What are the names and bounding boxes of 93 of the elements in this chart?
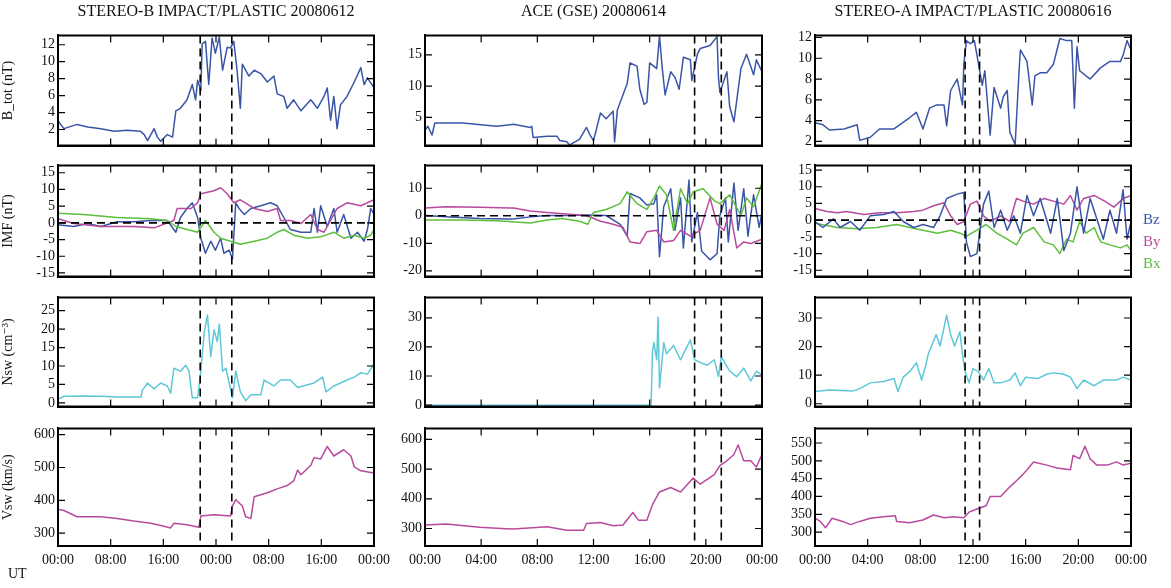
y-tick-label: 12 bbox=[798, 29, 812, 45]
x-tick-label: 08:00 bbox=[252, 552, 285, 568]
x-tick-label: 20:00 bbox=[689, 552, 722, 568]
y-tick-label: 0 bbox=[415, 207, 422, 223]
series-label: Bx bbox=[1143, 254, 1161, 273]
x-tick-label: 00:00 bbox=[42, 552, 74, 568]
y-tick-label: 10 bbox=[798, 366, 812, 382]
y-tick-label: 10 bbox=[408, 367, 422, 383]
y-tick-label: 30 bbox=[798, 309, 812, 325]
y-tick-label: 30 bbox=[408, 309, 422, 325]
y-tick-label: 10 bbox=[41, 181, 55, 197]
y-tick-label: 400 bbox=[401, 490, 422, 506]
y-tick-label: 0 bbox=[415, 396, 422, 412]
y-axis-title: Vsw (km/s) bbox=[0, 454, 17, 521]
x-tick-label: 12:00 bbox=[957, 552, 989, 568]
y-tick-label: 6 bbox=[48, 87, 55, 103]
x-tick-label: 16:00 bbox=[305, 552, 338, 568]
y-tick-label: 15 bbox=[798, 161, 812, 177]
y-tick-label: 4 bbox=[805, 112, 812, 128]
y-tick-label: 20 bbox=[41, 320, 55, 336]
y-tick-label: 5 bbox=[48, 376, 55, 392]
y-tick-label: 15 bbox=[41, 164, 55, 180]
x-tick-label: 04:00 bbox=[465, 552, 498, 568]
y-tick-label: 10 bbox=[798, 49, 812, 65]
y-tick-label: 600 bbox=[34, 426, 55, 442]
text: UT bbox=[8, 566, 27, 582]
y-tick-label: -20 bbox=[403, 262, 422, 278]
y-tick-label: 10 bbox=[41, 357, 55, 373]
y-tick-label: -15 bbox=[36, 264, 55, 280]
y-tick-label: -5 bbox=[800, 228, 812, 244]
x-tick-label: 00:00 bbox=[358, 552, 390, 568]
y-tick-label: 300 bbox=[791, 523, 812, 539]
y-tick-label: 8 bbox=[48, 70, 55, 86]
y-axis-title: Nsw (cm⁻³) bbox=[0, 318, 17, 386]
chart-title: STEREO-A IMPACT/PLASTIC 20080616 bbox=[833, 2, 1113, 20]
y-tick-label: 2 bbox=[48, 121, 55, 137]
y-tick-label: -15 bbox=[793, 261, 812, 277]
y-tick-label: 600 bbox=[401, 431, 422, 447]
y-tick-label: 5 bbox=[415, 109, 422, 125]
y-tick-label: 300 bbox=[34, 524, 55, 540]
y-tick-label: 500 bbox=[401, 460, 422, 476]
y-tick-label: 5 bbox=[48, 197, 55, 213]
y-tick-label: 20 bbox=[798, 338, 812, 354]
y-tick-label: 300 bbox=[401, 520, 422, 536]
y-tick-label: 15 bbox=[408, 46, 422, 62]
y-tick-label: 500 bbox=[34, 459, 55, 475]
y-tick-label: -10 bbox=[36, 247, 55, 263]
x-tick-label: 20:00 bbox=[1062, 552, 1095, 568]
y-tick-label: 12 bbox=[41, 36, 55, 52]
y-tick-label: 0 bbox=[805, 395, 812, 411]
y-tick-label: 400 bbox=[34, 492, 55, 508]
y-tick-label: 6 bbox=[805, 91, 812, 107]
y-tick-label: 450 bbox=[791, 470, 812, 486]
y-tick-label: 0 bbox=[48, 394, 55, 410]
x-tick-label: 08:00 bbox=[904, 552, 937, 568]
y-tick-label: -5 bbox=[43, 231, 55, 247]
y-tick-label: -10 bbox=[403, 234, 422, 250]
y-tick-label: 0 bbox=[805, 211, 812, 227]
y-axis-title: IMF (nT) bbox=[0, 194, 17, 248]
chart-title: ACE (GSE) 20080614 bbox=[520, 2, 667, 20]
x-tick-label: 16:00 bbox=[1009, 552, 1042, 568]
y-tick-label: 400 bbox=[791, 488, 812, 504]
x-tick-label: 00:00 bbox=[799, 552, 831, 568]
y-tick-label: 8 bbox=[805, 70, 812, 86]
y-tick-label: 10 bbox=[408, 179, 422, 195]
x-tick-label: 16:00 bbox=[147, 552, 180, 568]
y-tick-label: 15 bbox=[41, 339, 55, 355]
y-tick-label: 10 bbox=[41, 53, 55, 69]
y-tick-label: 550 bbox=[791, 434, 812, 450]
y-tick-label: 10 bbox=[798, 178, 812, 194]
y-tick-label: 350 bbox=[791, 505, 812, 521]
y-axis-title: B_tot (nT) bbox=[0, 60, 17, 121]
x-tick-label: 08:00 bbox=[94, 552, 127, 568]
y-tick-label: 10 bbox=[408, 77, 422, 93]
y-tick-label: 500 bbox=[791, 452, 812, 468]
y-tick-label: -10 bbox=[793, 245, 812, 261]
y-tick-label: 4 bbox=[48, 104, 55, 120]
y-tick-label: 20 bbox=[408, 338, 422, 354]
x-tick-label: 04:00 bbox=[851, 552, 884, 568]
y-tick-label: 25 bbox=[41, 302, 55, 318]
chart-title: STEREO-B IMPACT/PLASTIC 20080612 bbox=[76, 2, 356, 20]
x-tick-label: 00:00 bbox=[1115, 552, 1147, 568]
x-tick-label: 00:00 bbox=[409, 552, 441, 568]
y-tick-label: 0 bbox=[48, 214, 55, 230]
x-tick-label: 12:00 bbox=[577, 552, 610, 568]
x-tick-label: 08:00 bbox=[521, 552, 554, 568]
x-tick-label: 16:00 bbox=[633, 552, 666, 568]
text: By bbox=[1143, 232, 1161, 251]
y-tick-label: 5 bbox=[805, 195, 812, 211]
x-tick-label: 00:00 bbox=[746, 552, 778, 568]
x-tick-label: 00:00 bbox=[200, 552, 232, 568]
series-label: Bz bbox=[1143, 210, 1161, 229]
y-tick-label: 2 bbox=[805, 133, 812, 149]
